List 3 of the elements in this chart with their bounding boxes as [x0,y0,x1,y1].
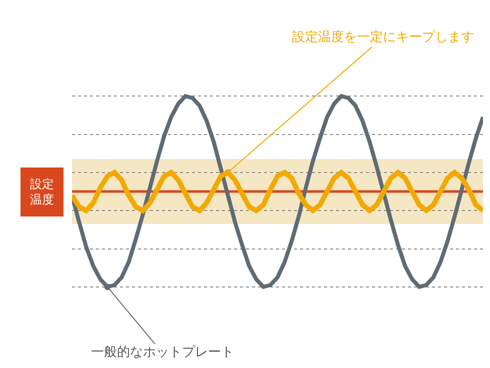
ref-line-label: 設定温度 [30,177,54,207]
text: 設定温度を一定にキープします [292,29,474,45]
text: 一般的なホットプレート [91,345,234,360]
